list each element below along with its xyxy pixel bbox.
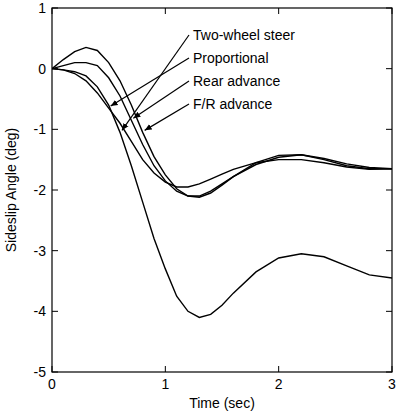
y-tick [386, 129, 392, 130]
x-tick [165, 366, 166, 372]
y-tick-label: -2 [34, 182, 47, 198]
x-axis-label: Time (sec) [189, 395, 255, 411]
x-tick [52, 366, 53, 372]
label-arrow [133, 81, 189, 118]
x-tick-label: 2 [275, 376, 283, 392]
plot-frame [52, 8, 392, 372]
label-arrow [122, 35, 189, 130]
y-tick-label: -5 [34, 364, 47, 380]
y-tick-label: 1 [38, 0, 46, 16]
series-line [52, 63, 392, 196]
y-tick [386, 311, 392, 312]
x-tick [165, 8, 166, 14]
x-tick-label: 3 [388, 376, 396, 392]
y-tick [386, 372, 392, 373]
x-tick [392, 366, 393, 372]
x-tick-label: 1 [161, 376, 169, 392]
plot-lines [52, 47, 392, 317]
y-tick [52, 311, 58, 312]
series-line [52, 69, 392, 187]
y-axis-label: Sideslip Angle (deg) [3, 128, 19, 253]
y-tick-label: -3 [34, 243, 47, 259]
y-tick [52, 190, 58, 191]
y-tick [52, 250, 58, 251]
x-tick [278, 8, 279, 14]
series-label: F/R advance [193, 96, 273, 112]
y-tick [386, 8, 392, 9]
series-label: Two-wheel steer [193, 27, 295, 43]
y-tick [386, 68, 392, 69]
y-tick [52, 129, 58, 130]
series-line [52, 69, 392, 318]
y-tick-label: 0 [38, 61, 46, 77]
y-tick-label: -1 [34, 121, 47, 137]
chart: 0 1 2 3 -5 -4 -3 -2 -1 0 1 Time (sec) Sideslip Angle… [0, 0, 420, 416]
y-tick-label: -4 [34, 303, 47, 319]
label-arrow [111, 58, 189, 106]
y-tick [52, 8, 58, 9]
y-tick [52, 372, 58, 373]
x-tick [52, 8, 53, 14]
series-label: Proportional [193, 50, 269, 66]
x-tick [392, 8, 393, 14]
x-tick-label: 0 [48, 376, 56, 392]
series-line [52, 47, 392, 197]
label-arrow [145, 104, 189, 130]
series-label: Rear advance [193, 73, 280, 89]
x-tick [278, 366, 279, 372]
y-tick [386, 250, 392, 251]
y-tick [386, 190, 392, 191]
